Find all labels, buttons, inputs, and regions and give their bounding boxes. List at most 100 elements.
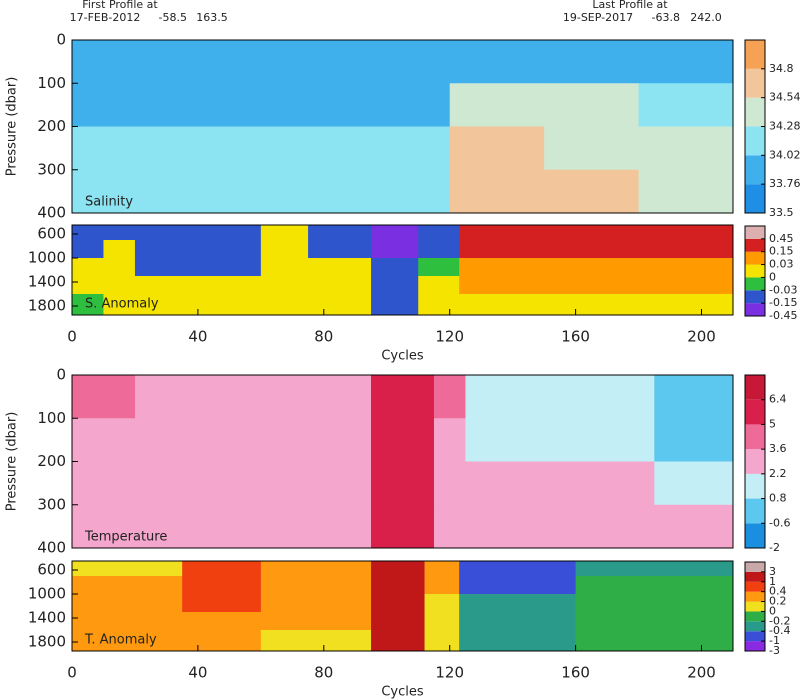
heatmap-cell bbox=[103, 294, 136, 316]
heatmap-cell bbox=[459, 576, 577, 595]
heatmap-cell bbox=[459, 276, 592, 295]
y-tick-label: 600 bbox=[37, 225, 66, 243]
heatmap-cell bbox=[182, 276, 262, 295]
colorbar-swatch bbox=[745, 611, 765, 622]
heatmap-cell bbox=[449, 126, 545, 171]
colorbar-swatch bbox=[745, 251, 765, 265]
y-tick-label: 600 bbox=[37, 561, 66, 579]
y-tick-label: 100 bbox=[37, 74, 66, 92]
heatmap-cell bbox=[134, 375, 199, 419]
heatmap-cell bbox=[449, 83, 545, 127]
heatmap-cell bbox=[575, 461, 655, 506]
heatmap-cell bbox=[260, 504, 325, 549]
colorbar-frame bbox=[744, 561, 766, 652]
heatmap-cell bbox=[371, 612, 426, 631]
heatmap-cell bbox=[72, 561, 183, 577]
heatmap-cell bbox=[424, 576, 460, 595]
heatmap-cell bbox=[72, 83, 136, 127]
colorbar-label: 3.6 bbox=[769, 442, 787, 455]
x-tick-label: 200 bbox=[687, 328, 716, 346]
heatmap-cell bbox=[323, 594, 372, 613]
colorbar-label: 1 bbox=[769, 575, 776, 588]
heatmap-cell bbox=[591, 258, 734, 277]
heatmap-cell bbox=[182, 594, 262, 613]
heatmap-cell bbox=[459, 258, 592, 277]
heatmap-cell bbox=[72, 258, 104, 277]
heatmap-cell bbox=[260, 561, 325, 577]
colorbar-label: -2 bbox=[769, 541, 780, 554]
y-tick-label: 1000 bbox=[28, 585, 66, 603]
heatmap-cell bbox=[654, 461, 734, 506]
heatmap-cell bbox=[465, 375, 577, 419]
colorbar-label: 0.8 bbox=[769, 492, 787, 505]
colorbar-swatch bbox=[745, 277, 765, 291]
colorbar-swatch bbox=[745, 523, 765, 548]
y-tick-label: 300 bbox=[37, 495, 66, 513]
heatmap-cell bbox=[424, 561, 460, 577]
colorbar-label: 0.15 bbox=[769, 245, 794, 258]
heatmap-cell bbox=[323, 461, 372, 506]
heatmap-cell bbox=[260, 225, 309, 241]
colorbar-label: 33.5 bbox=[769, 206, 794, 219]
heatmap-cell bbox=[459, 594, 577, 613]
colorbar-label: 6.4 bbox=[769, 393, 787, 406]
heatmap-cell bbox=[103, 276, 136, 295]
heatmap-cell bbox=[371, 418, 435, 462]
colorbar-label: 0.2 bbox=[769, 595, 787, 608]
heatmap-cell bbox=[308, 276, 372, 295]
heatmap-cell bbox=[575, 418, 655, 462]
heatmap-cell bbox=[103, 240, 136, 259]
y-tick-label: 300 bbox=[37, 160, 66, 178]
x-tick-label: 0 bbox=[67, 664, 77, 682]
y-tick-label: 1800 bbox=[28, 297, 66, 315]
colorbar-label: 0 bbox=[769, 604, 776, 617]
x-axis-label: Cycles bbox=[381, 349, 424, 364]
heatmap-cell bbox=[418, 225, 460, 241]
y-tick-label: 200 bbox=[37, 452, 66, 470]
heatmap-cell bbox=[72, 169, 136, 214]
colorbar-swatch bbox=[745, 581, 765, 592]
heatmap-cell bbox=[197, 40, 262, 84]
heatmap-cell bbox=[182, 258, 262, 277]
heatmap-cell bbox=[575, 594, 734, 613]
heatmap-cell bbox=[459, 225, 592, 241]
y-tick-label: 1400 bbox=[28, 273, 66, 291]
heatmap-cell bbox=[103, 225, 136, 241]
heatmap-cell bbox=[260, 461, 325, 506]
first-lat: -58.5 bbox=[159, 11, 187, 24]
colorbar-label: -0.2 bbox=[769, 614, 790, 627]
x-tick-label: 40 bbox=[188, 664, 207, 682]
colorbar-label: 3 bbox=[769, 565, 776, 578]
heatmap-cell bbox=[654, 504, 734, 549]
colorbar-frame bbox=[744, 225, 766, 317]
colorbar-swatch bbox=[745, 498, 765, 524]
y-axis-label: Pressure (dbar) bbox=[5, 77, 20, 177]
heatmap-cell bbox=[371, 258, 419, 277]
heatmap-cell bbox=[72, 276, 104, 295]
heatmap-cell bbox=[386, 169, 451, 214]
colorbar-swatch bbox=[745, 264, 765, 278]
x-tick-label: 160 bbox=[561, 664, 590, 682]
heatmap-cell bbox=[308, 294, 372, 316]
heatmap-cell bbox=[260, 612, 325, 631]
heatmap-cell bbox=[371, 225, 419, 241]
heatmap-cell bbox=[134, 461, 199, 506]
heatmap-cell bbox=[197, 126, 262, 171]
heatmap-cell bbox=[459, 630, 577, 652]
heatmap-cell bbox=[72, 240, 104, 259]
y-tick-label: 0 bbox=[56, 366, 66, 384]
heatmap-cell bbox=[260, 126, 325, 171]
heatmap-cell bbox=[72, 294, 104, 316]
heatmap-cell bbox=[371, 504, 435, 549]
heatmap-cell bbox=[591, 294, 734, 316]
heatmap-cell bbox=[72, 40, 136, 84]
heatmap-cell bbox=[459, 561, 577, 577]
heatmap-cell bbox=[575, 504, 655, 549]
colorbar-swatch bbox=[745, 184, 765, 213]
heatmap-cell bbox=[323, 504, 372, 549]
last-lon: 242.0 bbox=[690, 11, 722, 24]
colorbar-swatch bbox=[745, 562, 765, 572]
heatmap-cell bbox=[418, 294, 460, 316]
colorbar-swatch bbox=[745, 473, 765, 499]
heatmap-cell bbox=[459, 294, 592, 316]
